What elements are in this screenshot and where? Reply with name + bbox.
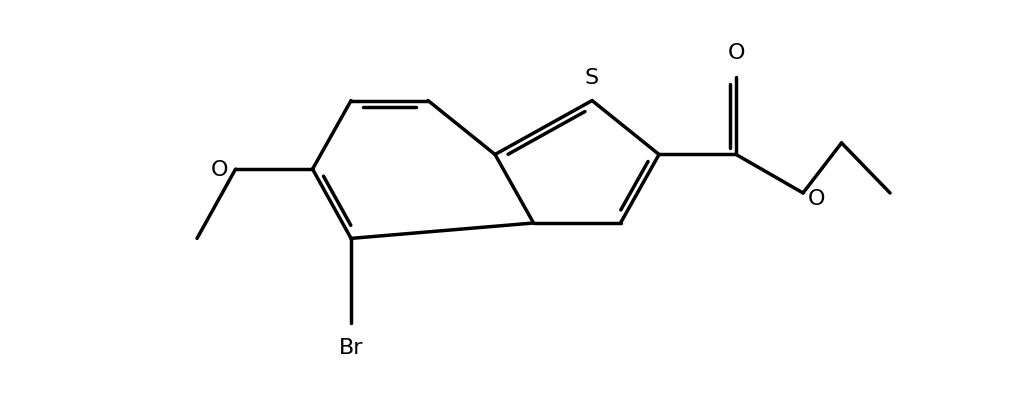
Text: Br: Br bbox=[338, 337, 363, 357]
Text: O: O bbox=[807, 189, 824, 209]
Text: O: O bbox=[211, 160, 228, 180]
Text: S: S bbox=[585, 67, 598, 88]
Text: O: O bbox=[727, 43, 744, 63]
